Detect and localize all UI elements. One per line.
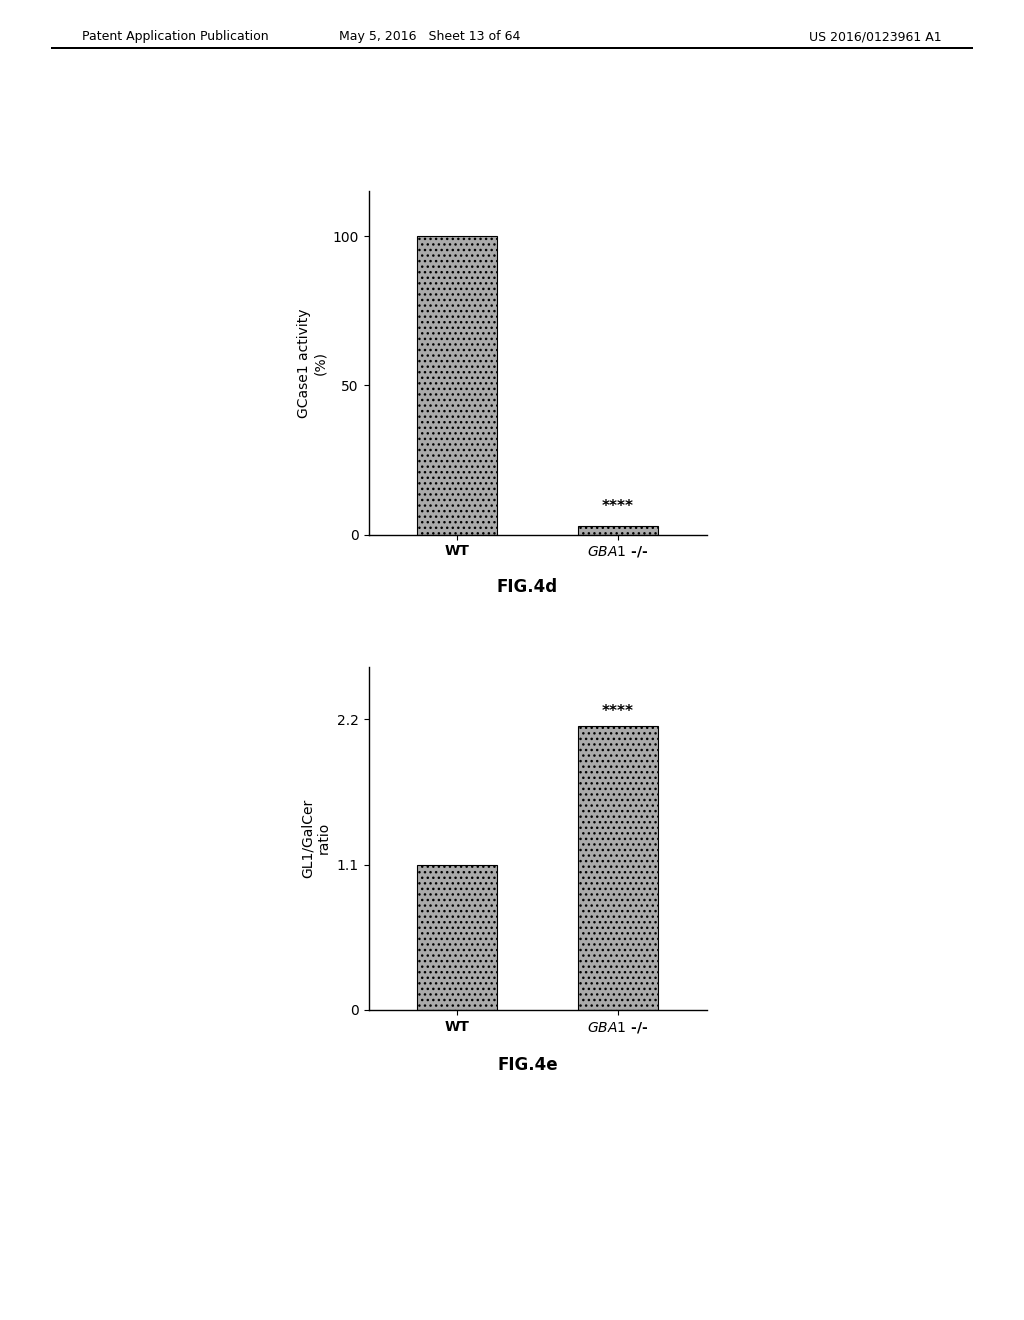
Y-axis label: GCase1 activity
(%): GCase1 activity (%): [297, 309, 327, 417]
Text: ****: ****: [602, 705, 634, 719]
Y-axis label: GL1/GalCer
ratio: GL1/GalCer ratio: [301, 799, 331, 878]
Text: FIG.4d: FIG.4d: [497, 578, 558, 597]
Bar: [578, 726, 658, 1010]
Bar: [417, 236, 498, 535]
Bar: [578, 525, 658, 535]
Text: ****: ****: [602, 499, 634, 513]
Bar: [417, 865, 498, 1010]
Text: US 2016/0123961 A1: US 2016/0123961 A1: [809, 30, 942, 44]
Text: May 5, 2016   Sheet 13 of 64: May 5, 2016 Sheet 13 of 64: [339, 30, 521, 44]
Text: Patent Application Publication: Patent Application Publication: [82, 30, 268, 44]
Text: FIG.4e: FIG.4e: [497, 1056, 558, 1074]
